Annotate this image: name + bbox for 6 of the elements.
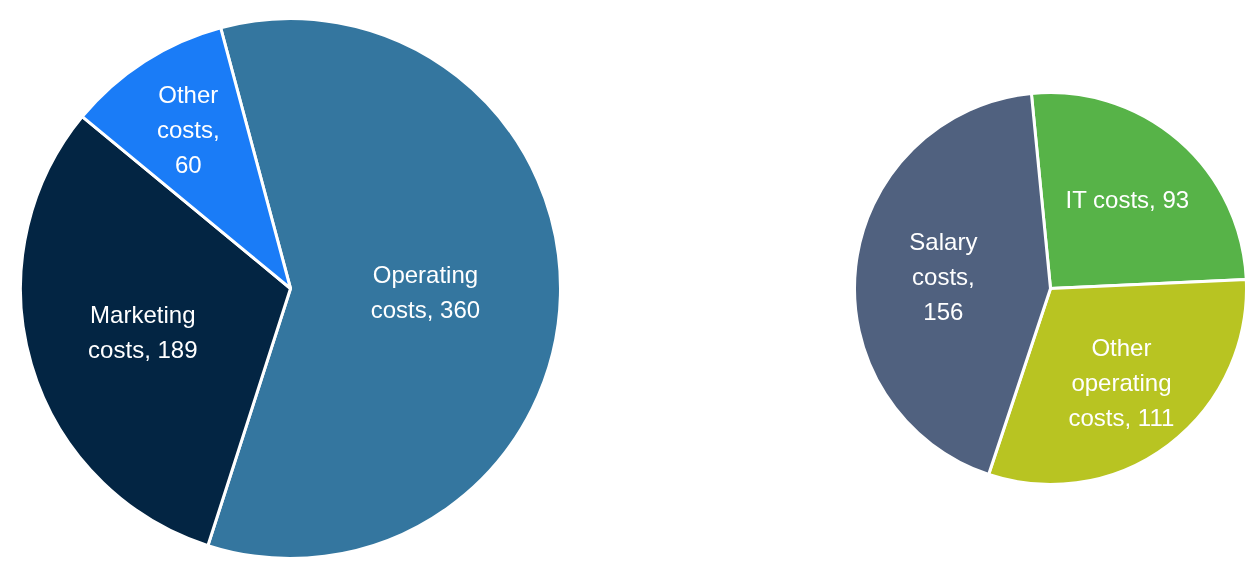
slice-label: IT costs, 93 — [1065, 186, 1190, 214]
slice-label: Other operating costs, 111 — [1068, 333, 1175, 431]
slice-label: Salary costs, 156 — [909, 227, 978, 326]
slice-label: Other costs, 60 — [156, 80, 220, 179]
slice-label: Operating costs, 360 — [370, 260, 481, 323]
slice-label: Marketing costs, 189 — [88, 300, 198, 363]
